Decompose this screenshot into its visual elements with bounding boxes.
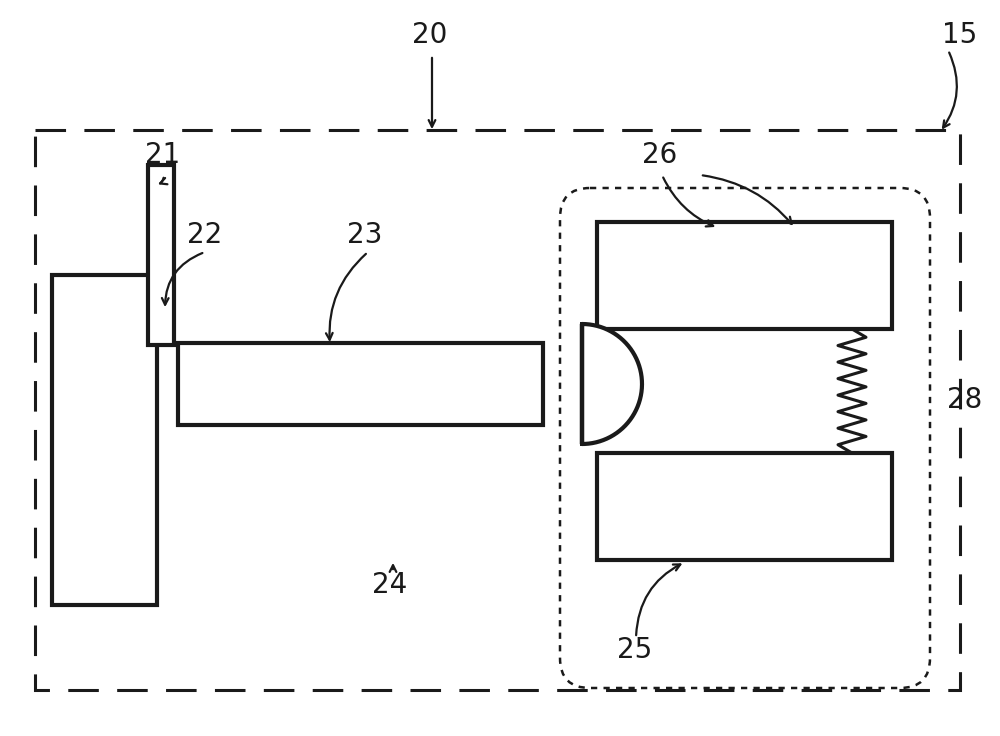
Text: 23: 23 [347, 221, 383, 249]
Text: 20: 20 [412, 21, 448, 49]
Text: 26: 26 [642, 141, 678, 169]
Bar [597, 453, 892, 560]
Text: 25: 25 [617, 636, 653, 664]
Text: 24: 24 [372, 571, 408, 599]
Bar [35, 130, 960, 690]
Text: 15: 15 [942, 21, 978, 49]
Text: 22: 22 [187, 221, 223, 249]
Bar [178, 343, 543, 425]
Polygon shape [582, 324, 642, 444]
Bar [148, 165, 174, 345]
Bar [52, 275, 157, 605]
Text: 21: 21 [145, 141, 181, 169]
Text: 28: 28 [947, 386, 983, 414]
Bar [597, 222, 892, 329]
